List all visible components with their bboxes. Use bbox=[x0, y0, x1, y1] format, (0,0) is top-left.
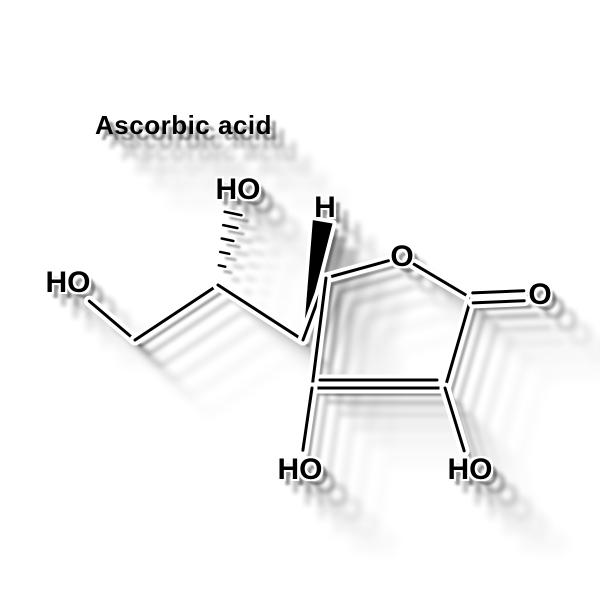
atom-label-H_top: H bbox=[314, 191, 336, 225]
bond-single bbox=[445, 388, 464, 451]
atom-label-HO_b2: HO bbox=[448, 453, 493, 487]
bond-single bbox=[218, 285, 303, 340]
atom-label-HO_b1: HO bbox=[278, 453, 323, 487]
diagram-canvas: HO H HO O O HO HO Ascorbic acidHO H HO O O HO HO Ascor… bbox=[0, 0, 600, 600]
bond-single bbox=[135, 285, 218, 340]
bond-single bbox=[414, 264, 471, 298]
compound-title: Ascorbic acid bbox=[95, 110, 272, 141]
bond-single bbox=[326, 261, 389, 278]
bond-single bbox=[89, 301, 135, 340]
atom-label-HO_top: HO bbox=[216, 173, 261, 207]
bond-hash bbox=[219, 265, 225, 266]
atom-label-O_dbl: O bbox=[528, 278, 551, 312]
atom-label-O_ring: O bbox=[390, 240, 413, 274]
bond-single bbox=[445, 298, 471, 388]
atom-label-HO_left: HO bbox=[46, 266, 91, 300]
structure-main-layer: HO H HO O O HO HO Ascorbic acid bbox=[0, 0, 600, 600]
bonds-svg bbox=[0, 0, 600, 600]
